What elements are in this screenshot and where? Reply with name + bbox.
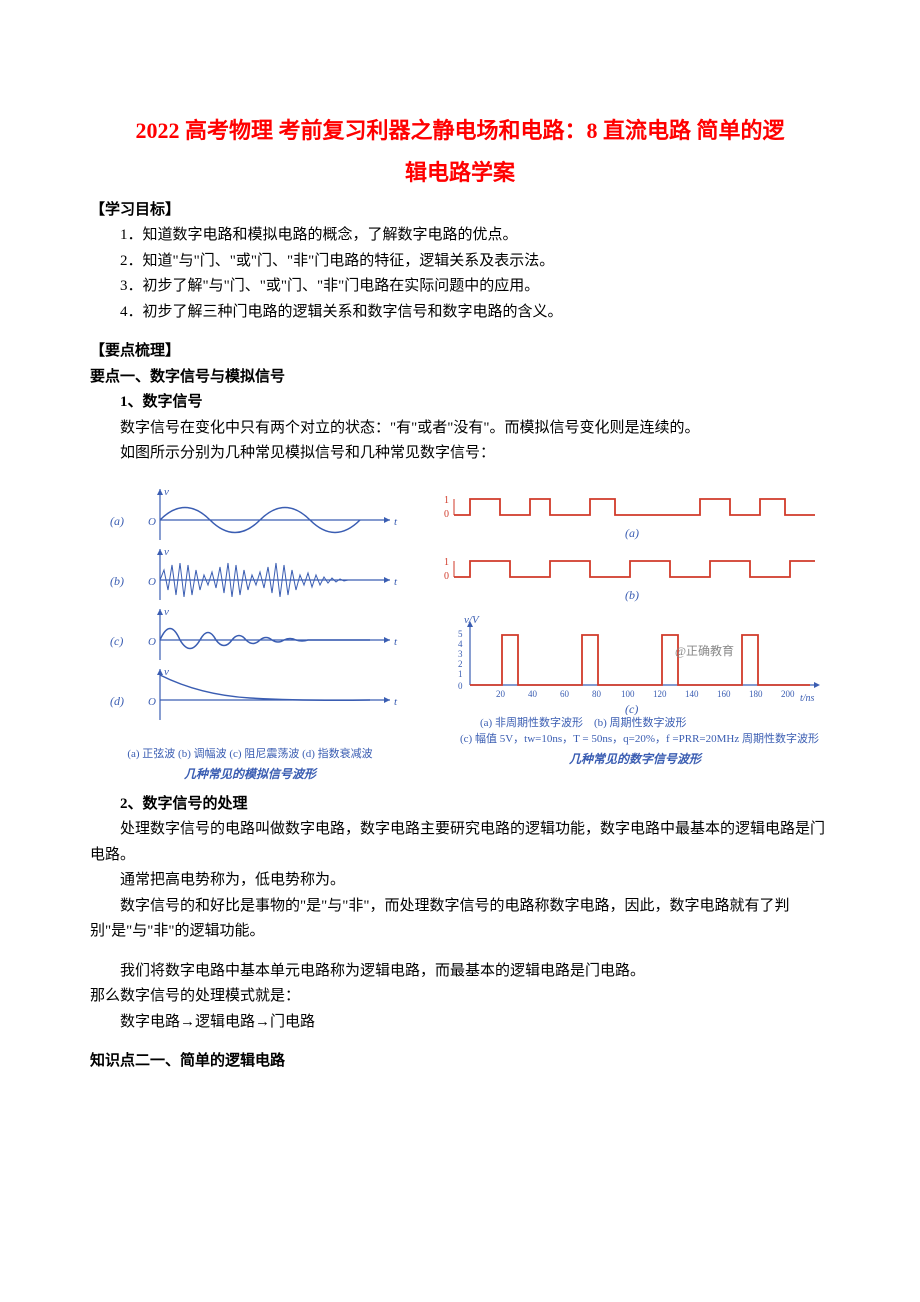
svg-text:v: v [164, 486, 169, 498]
doc-title-line2: 辑电路学案 [90, 152, 830, 194]
digital-svg: 1 0 (a) 1 0 (b) v/V [440, 485, 830, 715]
svg-text:v: v [164, 606, 169, 618]
analog-subcaption: (a) 正弦波 (b) 调幅波 (c) 阻尼震荡波 (d) 指数衰减波 [90, 745, 410, 761]
analog-svg: (a) v t O (b) v t [90, 485, 410, 745]
svg-text:0: 0 [458, 681, 463, 691]
svg-text:180: 180 [749, 689, 763, 699]
svg-text:1: 1 [444, 495, 449, 506]
point1-sub1: 1、数字信号 [90, 390, 830, 416]
label-b: (b) [110, 574, 124, 588]
svg-text:0: 0 [444, 571, 449, 582]
svg-text:v: v [164, 546, 169, 558]
svg-text:80: 80 [592, 689, 602, 699]
analog-figure: (a) v t O (b) v t [90, 485, 410, 782]
svg-text:20: 20 [496, 689, 506, 699]
c-yaxis-label: v/V [464, 614, 480, 626]
analog-caption: 几种常见的模拟信号波形 [90, 765, 410, 782]
digital-caption: 几种常见的数字信号波形 [440, 750, 830, 767]
svg-text:O: O [148, 576, 156, 588]
digital-label-a: (a) [625, 526, 639, 540]
svg-text:4: 4 [458, 639, 463, 649]
point1-text6: 我们将数字电路中基本单元电路称为逻辑电路，而最基本的逻辑电路是门电路。 [90, 959, 830, 985]
digital-label-c: (c) [625, 702, 638, 715]
point1-text7: 那么数字信号的处理模式就是： [90, 984, 830, 1010]
svg-text:0: 0 [444, 509, 449, 520]
digital-label-b: (b) [625, 588, 639, 602]
document-page: 2022 高考物理 考前复习利器之静电场和电路：8 直流电路 简单的逻 辑电路学… [0, 0, 920, 1302]
point1-text1: 数字信号在变化中只有两个对立的状态："有"或者"没有"。而模拟信号变化则是连续的… [90, 416, 830, 442]
svg-text:60: 60 [560, 689, 570, 699]
point1-text5: 数字信号的和好比是事物的"是"与"非"，而处理数字信号的电路称数字电路，因此，数… [90, 894, 830, 945]
figure-row: (a) v t O (b) v t [90, 485, 830, 782]
svg-text:40: 40 [528, 689, 538, 699]
svg-text:v: v [164, 666, 169, 678]
svg-text:200: 200 [781, 689, 795, 699]
svg-text:160: 160 [717, 689, 731, 699]
label-c: (c) [110, 634, 123, 648]
point1-text1-span: 数字信号在变化中只有两个对立的状态："有"或者"没有"。而模拟信号变化则是连续的… [120, 420, 700, 436]
watermark-text: @正确教育 [675, 643, 734, 658]
point1-text3: 处理数字信号的电路叫做数字电路，数字电路主要研究电路的逻辑功能，数字电路中最基本… [90, 817, 830, 868]
svg-text:2: 2 [458, 659, 463, 669]
svg-text:t: t [394, 576, 398, 588]
digital-sub2: (c) 幅值 5V，tw=10ns，T = 50ns，q=20%，f =PRR=… [440, 731, 830, 748]
doc-title-line1: 2022 高考物理 考前复习利器之静电场和电路：8 直流电路 简单的逻 [90, 110, 830, 152]
point1-text8: 数字电路→逻辑电路→门电路 [90, 1010, 830, 1036]
svg-text:t: t [394, 636, 398, 648]
point1-text4: 通常把高电势称为，低电势称为。 [90, 868, 830, 894]
svg-text:O: O [148, 516, 156, 528]
digital-figure: 1 0 (a) 1 0 (b) v/V [440, 485, 830, 782]
p1-t3-span: 处理数字信号的电路叫做数字电路，数字电路主要研究电路的逻辑功能，数字电路中最基本… [90, 821, 825, 863]
svg-text:O: O [148, 636, 156, 648]
label-a: (a) [110, 514, 124, 528]
svg-text:t: t [394, 696, 398, 708]
svg-text:1: 1 [444, 557, 449, 568]
svg-text:1: 1 [458, 669, 463, 679]
svg-text:3: 3 [458, 649, 463, 659]
digital-sub1: (a) 非周期性数字波形 (b) 周期性数字波形 [440, 715, 830, 732]
goal-item-1: 1．知道数字电路和模拟电路的概念，了解数字电路的优点。 [90, 223, 830, 249]
outline-heading: 【要点梳理】 [90, 339, 830, 365]
svg-text:100: 100 [621, 689, 635, 699]
c-xaxis-label: t/ns [800, 693, 815, 704]
svg-text:120: 120 [653, 689, 667, 699]
point1-sub2: 2、数字信号的处理 [90, 792, 830, 818]
goal-item-3: 3．初步了解"与"门、"或"门、"非"门电路在实际问题中的应用。 [90, 274, 830, 300]
p1-t5-span: 数字信号的和好比是事物的"是"与"非"，而处理数字信号的电路称数字电路，因此，数… [90, 898, 790, 940]
svg-text:5: 5 [458, 629, 463, 639]
goal-item-2: 2．知道"与"门、"或"门、"非"门电路的特征，逻辑关系及表示法。 [90, 249, 830, 275]
point1-text2: 如图所示分别为几种常见模拟信号和几种常见数字信号： [90, 441, 830, 467]
svg-text:O: O [148, 696, 156, 708]
goal-item-4: 4．初步了解三种门电路的逻辑关系和数字信号和数字电路的含义。 [90, 300, 830, 326]
label-d: (d) [110, 694, 124, 708]
goals-heading: 【学习目标】 [90, 198, 830, 224]
svg-text:140: 140 [685, 689, 699, 699]
point1-heading: 要点一、数字信号与模拟信号 [90, 365, 830, 391]
svg-text:t: t [394, 516, 398, 528]
point2-heading: 知识点二一、简单的逻辑电路 [90, 1049, 830, 1075]
